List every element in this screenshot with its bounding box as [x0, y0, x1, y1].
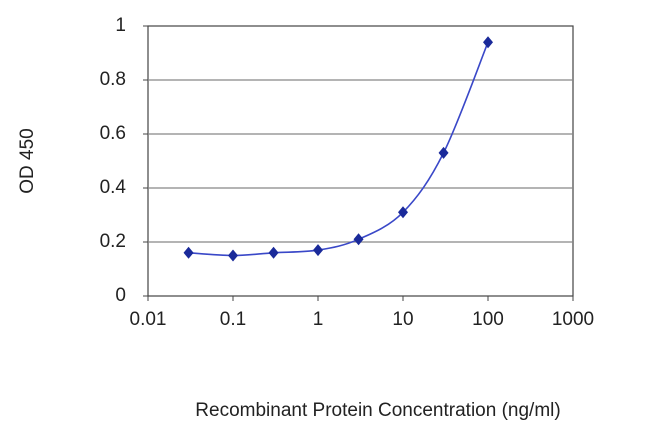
y-tick-label: 1: [115, 15, 126, 36]
y-axis-label: OD 450: [17, 128, 38, 193]
x-tick-label: 1: [313, 309, 324, 330]
marker: [183, 246, 194, 259]
x-tick-label: 0.01: [130, 309, 167, 330]
y-tick-label: 0.4: [100, 177, 127, 198]
marker: [228, 249, 238, 262]
marker: [438, 146, 449, 159]
x-axis-label: Recombinant Protein Concentration (ng/ml…: [195, 400, 560, 421]
marker: [268, 246, 279, 259]
marker: [313, 244, 323, 257]
x-tick-label: 1000: [552, 309, 594, 330]
y-tick-label: 0.6: [100, 123, 126, 144]
x-tick-label: 100: [472, 309, 504, 330]
y-tick-label: 0.8: [100, 69, 126, 90]
y-tick-label: 0.2: [100, 231, 126, 252]
marker: [483, 36, 493, 49]
x-tick-label: 10: [392, 309, 413, 330]
plot-area: [147, 25, 574, 297]
x-tick-label: 0.1: [220, 309, 246, 330]
y-tick-label: 0: [115, 285, 126, 306]
marker: [398, 206, 408, 219]
marker: [353, 233, 364, 246]
